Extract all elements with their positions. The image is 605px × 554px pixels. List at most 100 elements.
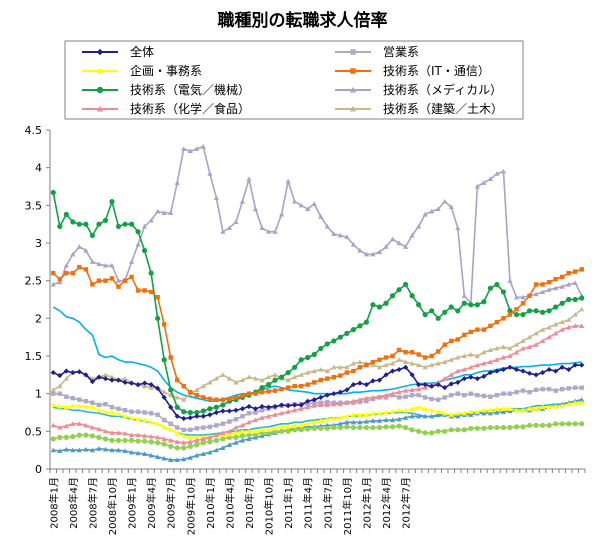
series-line-4: [52, 192, 582, 414]
data-point: [187, 409, 193, 416]
series-line-6: [52, 325, 582, 444]
data-point: [389, 409, 396, 414]
data-point: [116, 284, 121, 289]
data-point: [435, 412, 441, 417]
data-point: [409, 372, 415, 378]
data-point: [566, 401, 572, 407]
data-point: [76, 221, 82, 227]
data-point: [51, 270, 56, 276]
data-point: [57, 448, 63, 453]
data-point: [520, 294, 526, 300]
data-point: [207, 412, 213, 418]
data-point: [265, 404, 272, 410]
data-point: [63, 434, 69, 440]
data-point: [553, 421, 559, 427]
data-point: [246, 428, 252, 434]
data-point: [481, 349, 487, 355]
data-point: [474, 183, 480, 189]
data-point: [487, 410, 493, 416]
data-point: [579, 267, 584, 272]
data-point: [96, 434, 102, 440]
data-point: [526, 370, 533, 376]
data-point: [89, 404, 96, 410]
data-point: [128, 432, 135, 438]
data-point: [285, 178, 291, 184]
data-point: [416, 428, 422, 434]
data-point: [148, 452, 154, 458]
data-point: [566, 296, 572, 303]
data-point: [442, 385, 448, 391]
data-point: [142, 223, 148, 229]
data-point: [285, 369, 291, 376]
data-point: [376, 410, 383, 416]
data-point: [259, 225, 265, 231]
data-point: [311, 351, 317, 358]
data-point: [148, 439, 154, 445]
data-point: [350, 360, 356, 366]
data-point: [474, 409, 480, 414]
data-point: [142, 451, 148, 457]
data-point: [539, 369, 546, 376]
data-point: [579, 362, 585, 368]
data-point: [520, 424, 526, 430]
data-point: [344, 370, 350, 375]
series-line-5: [52, 145, 583, 305]
data-point: [520, 311, 526, 318]
x-tick-label: 2009年1月: [126, 477, 139, 529]
y-tick-label: 4.5: [25, 124, 43, 137]
y-tick-label: 4: [35, 162, 42, 175]
data-point: [324, 368, 330, 374]
data-point: [396, 423, 402, 429]
data-point: [481, 407, 487, 413]
data-point: [207, 379, 213, 385]
data-point: [292, 423, 298, 429]
data-point: [364, 362, 369, 368]
chart-title: 職種別の転職求人倍率: [218, 10, 388, 31]
data-point: [383, 372, 389, 378]
data-point: [50, 281, 56, 287]
data-point: [311, 368, 317, 374]
data-point: [226, 428, 233, 434]
data-point: [572, 421, 578, 427]
data-point: [265, 229, 272, 234]
data-point: [213, 195, 219, 200]
data-point: [422, 395, 428, 400]
data-point: [57, 391, 62, 396]
data-point: [70, 395, 76, 401]
data-point: [573, 269, 578, 274]
data-point: [89, 259, 96, 264]
data-point: [416, 223, 422, 229]
data-point: [448, 304, 454, 310]
data-point: [142, 410, 147, 415]
data-point: [337, 389, 343, 395]
data-point: [96, 374, 102, 380]
data-point: [318, 366, 324, 372]
data-point: [566, 281, 572, 287]
data-point: [102, 446, 109, 452]
data-point: [468, 374, 474, 380]
x-tick-label: 2010年10月: [263, 477, 276, 535]
data-point: [57, 372, 63, 379]
data-point: [148, 382, 154, 388]
x-tick-label: 2008年10月: [106, 477, 119, 535]
data-point: [350, 241, 356, 247]
data-point: [461, 300, 467, 306]
data-point: [298, 427, 304, 433]
data-point: [305, 421, 311, 426]
data-point: [305, 426, 311, 432]
data-point: [50, 369, 56, 376]
data-point: [239, 406, 246, 412]
data-point: [546, 422, 552, 428]
data-point: [63, 404, 69, 410]
data-point: [533, 387, 539, 393]
data-point: [168, 443, 174, 449]
data-point: [422, 406, 428, 411]
legend-label-4: 技術系（電気／機械）: [130, 82, 250, 97]
data-point: [526, 308, 533, 314]
data-point: [76, 421, 82, 426]
data-point: [188, 389, 193, 395]
data-point: [109, 263, 115, 268]
data-point: [213, 376, 219, 381]
data-point: [357, 399, 363, 405]
data-point: [168, 404, 174, 410]
